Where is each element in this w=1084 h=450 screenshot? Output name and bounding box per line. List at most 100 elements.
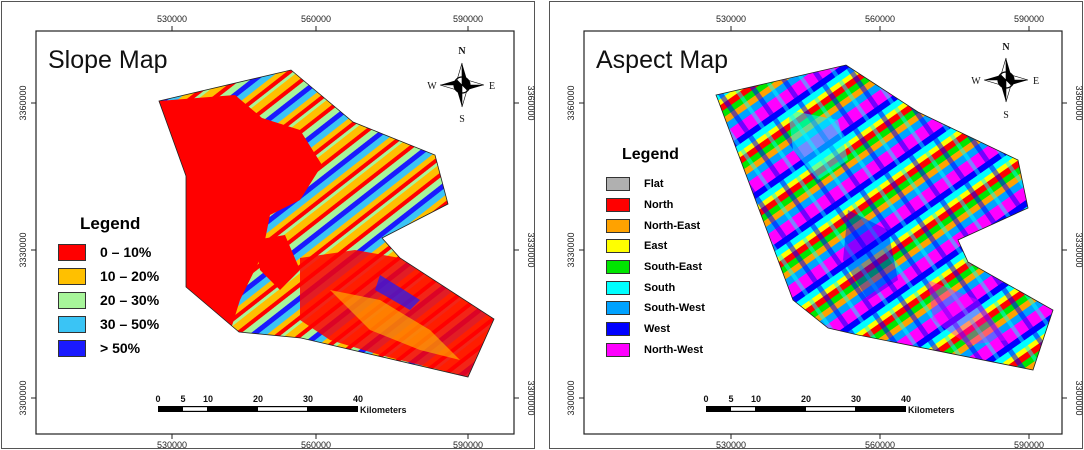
legend-label: North-West xyxy=(644,343,704,356)
compass-north-label: N xyxy=(458,46,466,57)
legend-swatch xyxy=(606,260,630,275)
legend-label: North xyxy=(644,199,674,212)
map-title: Slope Map xyxy=(48,46,168,74)
slope-map-frame: 530000 560000 590000 530000 560000 59000… xyxy=(1,1,536,450)
outer-frame xyxy=(549,1,1083,449)
x-tick-top: 530000 xyxy=(716,14,746,24)
aspect-map-panel: 530000 560000 590000 530000 560000 59000… xyxy=(548,0,1084,450)
legend-swatch xyxy=(606,177,630,192)
legend-item: 0 – 10% xyxy=(58,240,159,264)
scale-bar xyxy=(706,406,906,412)
legend-label: South-East xyxy=(644,261,703,274)
legend-title: Legend xyxy=(622,146,679,163)
legend-swatch xyxy=(58,291,86,309)
x-tick-bottom: 560000 xyxy=(865,440,895,450)
legend-label: South xyxy=(644,281,676,294)
study-area-outline xyxy=(715,64,1054,371)
legend-swatch xyxy=(606,280,630,295)
legend-swatch xyxy=(58,267,86,285)
compass-east-label: E xyxy=(1033,76,1039,87)
legend-label: South-West xyxy=(644,302,705,315)
map-title: Aspect Map xyxy=(596,46,729,74)
legend-item: North-East xyxy=(606,215,705,236)
y-tick-left: 3330000 xyxy=(566,232,576,267)
legend-item: 30 – 50% xyxy=(58,312,159,336)
outer-frame xyxy=(1,1,535,449)
legend-item: South-West xyxy=(606,298,705,319)
legend: Legend 0 – 10% 10 – 20% 20 – 30% 30 – 50… xyxy=(58,214,159,360)
legend-label: 30 – 50% xyxy=(100,316,160,332)
legend-swatch xyxy=(606,218,630,233)
scale-label: 20 xyxy=(253,394,263,404)
legend-swatch xyxy=(58,315,86,333)
y-tick-right: 3360000 xyxy=(1074,85,1084,120)
scale-bar xyxy=(158,406,358,412)
legend-swatch xyxy=(58,339,86,357)
scale-label: 10 xyxy=(203,394,213,404)
y-tick-right: 3360000 xyxy=(526,85,536,120)
y-tick-left: 3330000 xyxy=(18,232,28,267)
x-tick-bottom: 530000 xyxy=(157,440,187,450)
legend-label: North-East xyxy=(644,219,701,232)
legend-label: Flat xyxy=(644,178,664,191)
legend-item: West xyxy=(606,319,705,340)
y-tick-left: 3300000 xyxy=(566,380,576,415)
scale-unit-label: Kilometers xyxy=(908,405,955,415)
compass-south-label: S xyxy=(1003,110,1009,121)
compass-north-label: N xyxy=(1002,42,1010,53)
compass-east-label: E xyxy=(489,81,495,92)
x-tick-bottom: 560000 xyxy=(301,440,331,450)
scale-label: 0 xyxy=(703,394,708,404)
legend-label: 0 – 10% xyxy=(100,244,152,260)
compass-west-label: W xyxy=(971,76,981,87)
legend-item: South xyxy=(606,277,705,298)
legend-item: North xyxy=(606,195,705,216)
x-tick-top: 560000 xyxy=(865,14,895,24)
legend-item: South-East xyxy=(606,257,705,278)
study-area-outline xyxy=(158,69,495,378)
legend-label: 10 – 20% xyxy=(100,268,160,284)
legend-label: 20 – 30% xyxy=(100,292,160,308)
aspect-map-frame: 530000 560000 590000 530000 560000 59000… xyxy=(549,1,1084,450)
x-tick-top: 590000 xyxy=(453,14,483,24)
compass-west-label: W xyxy=(427,81,437,92)
north-arrow-compass-icon xyxy=(439,62,485,108)
scale-label: 40 xyxy=(353,394,363,404)
x-tick-top: 530000 xyxy=(157,14,187,24)
legend-swatch xyxy=(606,239,630,254)
x-tick-bottom: 590000 xyxy=(1014,440,1044,450)
x-tick-bottom: 590000 xyxy=(453,440,483,450)
scale-label: 5 xyxy=(180,394,185,404)
legend-swatch xyxy=(606,301,630,316)
scale-label: 5 xyxy=(728,394,733,404)
legend-title: Legend xyxy=(80,214,141,233)
scale-label: 30 xyxy=(851,394,861,404)
legend-swatch xyxy=(606,342,630,357)
legend-item: North-West xyxy=(606,340,705,361)
legend-swatch xyxy=(606,198,630,213)
scale-unit-label: Kilometers xyxy=(360,405,407,415)
legend-swatch xyxy=(606,322,630,337)
legend: Legend Flat North North-East East South-… xyxy=(606,146,705,360)
x-tick-top: 590000 xyxy=(1014,14,1044,24)
legend-item: 20 – 30% xyxy=(58,288,159,312)
scale-label: 20 xyxy=(801,394,811,404)
legend-item: > 50% xyxy=(58,336,159,360)
legend-item: East xyxy=(606,236,705,257)
x-tick-top: 560000 xyxy=(301,14,331,24)
legend-item: 10 – 20% xyxy=(58,264,159,288)
legend-item: Flat xyxy=(606,174,705,195)
scale-label: 10 xyxy=(751,394,761,404)
scale-label: 40 xyxy=(901,394,911,404)
y-tick-left: 3360000 xyxy=(566,85,576,120)
y-tick-right: 3330000 xyxy=(526,232,536,267)
legend-swatch xyxy=(58,243,86,261)
y-tick-right: 3330000 xyxy=(1074,232,1084,267)
y-tick-left: 3300000 xyxy=(18,380,28,415)
compass-south-label: S xyxy=(459,114,465,125)
y-tick-right: 3300000 xyxy=(526,380,536,415)
legend-label: West xyxy=(644,323,671,336)
legend-label: East xyxy=(644,240,668,253)
north-arrow-compass-icon xyxy=(983,57,1029,103)
legend-label: > 50% xyxy=(100,340,141,356)
